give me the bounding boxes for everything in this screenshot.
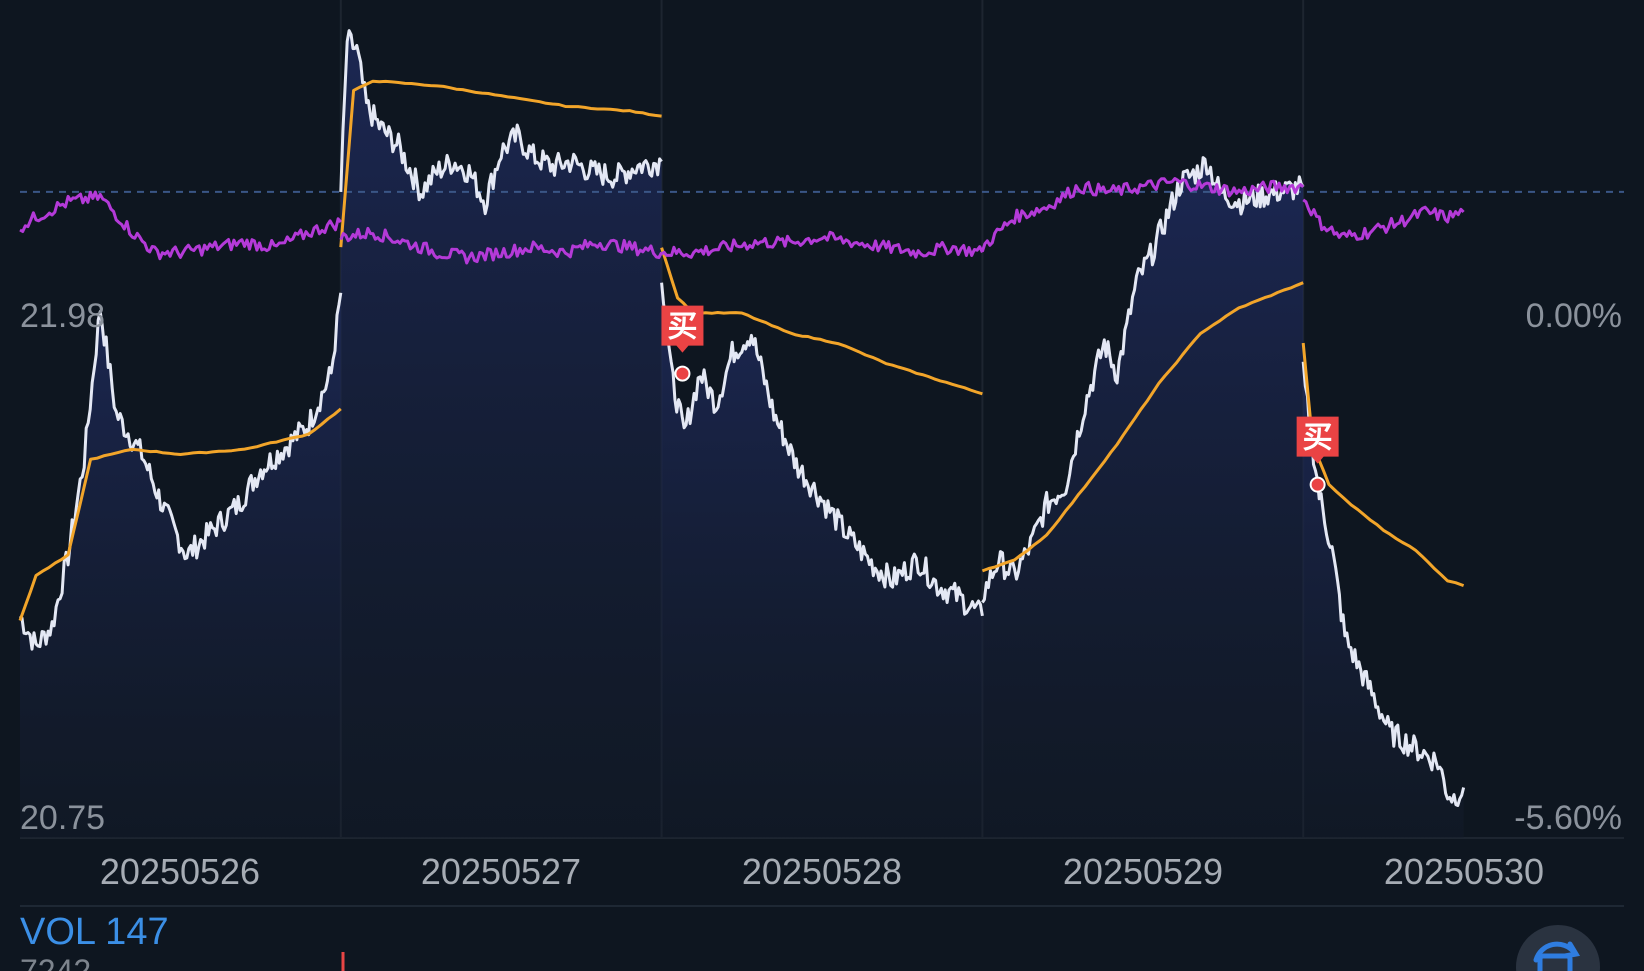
buy-marker[interactable]: 买 [1296, 416, 1339, 493]
y-left-bottom-label: 20.75 [20, 799, 105, 837]
volume-label: VOL 147 [20, 911, 169, 953]
price-line-day-4 [981, 156, 1305, 604]
price-area-fill [982, 157, 1304, 839]
price-area-fill [340, 30, 662, 839]
buy-marker-dot [1309, 476, 1326, 493]
price-area-fill [1303, 361, 1464, 838]
index-line-day-1 [19, 190, 342, 261]
price-area-fills [20, 30, 1464, 839]
index-line-day-2 [339, 226, 663, 265]
average-line-day-3 [660, 247, 983, 396]
average-line-day-4 [981, 281, 1304, 573]
average-line-day-5 [1301, 342, 1465, 588]
x-axis-labels: 20250526 20250527 20250528 20250529 2025… [100, 851, 1544, 892]
buy-marker[interactable]: 买 [661, 305, 704, 382]
x-tick-label: 20250529 [1063, 851, 1223, 892]
x-tick-label: 20250526 [100, 851, 260, 892]
rotate-button[interactable] [1516, 925, 1600, 971]
average-line-day-1 [18, 407, 342, 622]
buy-marker-label: 买 [667, 310, 697, 345]
price-area-fill [20, 292, 341, 838]
price-line-day-1 [18, 292, 343, 651]
price-area-fill [661, 282, 983, 838]
index-line-day-4 [980, 177, 1305, 252]
y-right-bottom-label: -5.60% [1514, 799, 1622, 837]
x-tick-label: 20250527 [421, 851, 581, 892]
series-lines [18, 29, 1466, 807]
volume-sub-value: 7242 [20, 953, 91, 971]
y-right-top-label: 0.00% [1526, 297, 1622, 335]
x-tick-label: 20250528 [742, 851, 902, 892]
index-line-day-3 [660, 230, 984, 259]
rotate-icon [1533, 941, 1581, 971]
index-line-day-5 [1302, 198, 1465, 241]
buy-marker-flag [661, 305, 704, 353]
y-left-top-label: 21.98 [20, 297, 105, 335]
buy-marker-label: 买 [1303, 421, 1333, 456]
price-line-day-5 [1301, 361, 1466, 807]
price-line-day-3 [660, 282, 984, 617]
buy-marker-dot [674, 365, 691, 382]
average-line-day-2 [339, 79, 662, 248]
x-tick-label: 20250530 [1384, 851, 1544, 892]
price-line-day-2 [339, 29, 663, 216]
buy-marker-flag [1296, 416, 1339, 464]
buy-markers: 买买 [661, 305, 1339, 493]
